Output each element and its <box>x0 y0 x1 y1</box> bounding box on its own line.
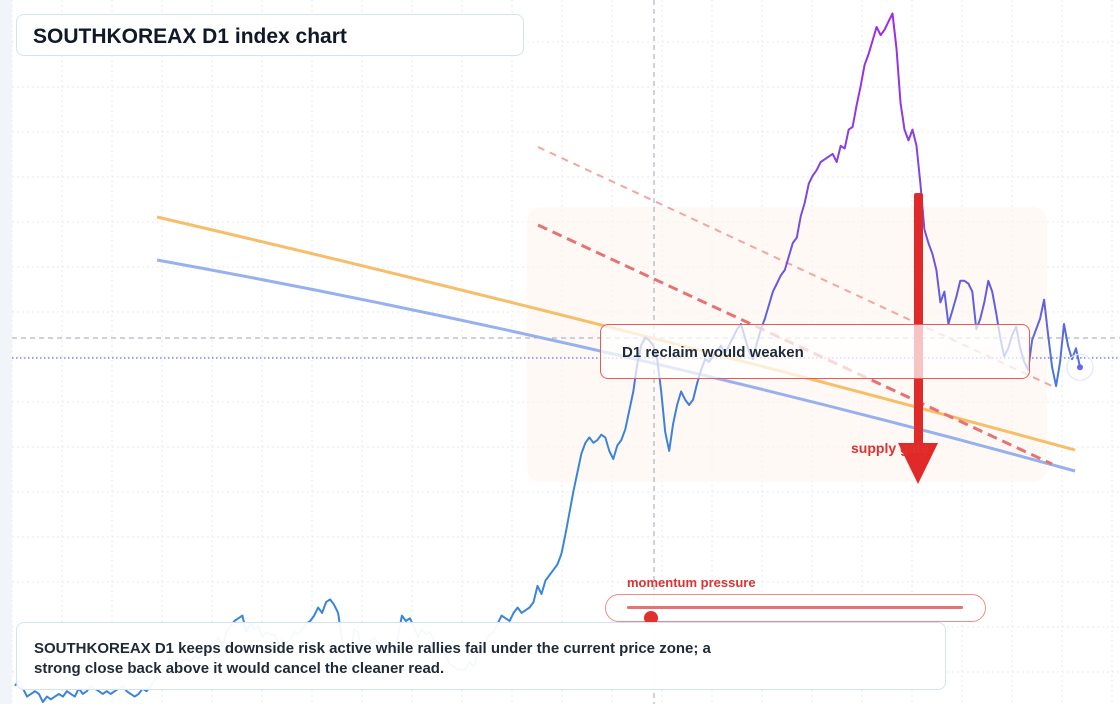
down-arrow <box>898 193 938 484</box>
last-price-halo <box>1066 353 1094 381</box>
supply-gate-label: supply gate <box>851 440 929 456</box>
last-price-marker <box>1077 364 1083 371</box>
momentum-knob <box>643 611 658 625</box>
resistance-line-lower <box>537 223 1053 466</box>
reclaim-note: D1 reclaim would weaken <box>600 324 1030 379</box>
caption-box: SOUTHKOREAX D1 keeps downside risk activ… <box>16 622 946 690</box>
left-edge-strip <box>0 0 12 704</box>
momentum-gauge <box>605 594 986 625</box>
caption-text: SOUTHKOREAX D1 keeps downside risk activ… <box>34 640 711 677</box>
reclaim-note-text: D1 reclaim would weaken <box>622 344 804 361</box>
momentum-track <box>627 606 963 625</box>
momentum-label: momentum pressure <box>627 575 756 590</box>
momentum-fill <box>627 606 963 609</box>
chart-title: SOUTHKOREAX D1 index chart <box>33 25 347 48</box>
title-box: SOUTHKOREAX D1 index chart <box>16 14 524 56</box>
